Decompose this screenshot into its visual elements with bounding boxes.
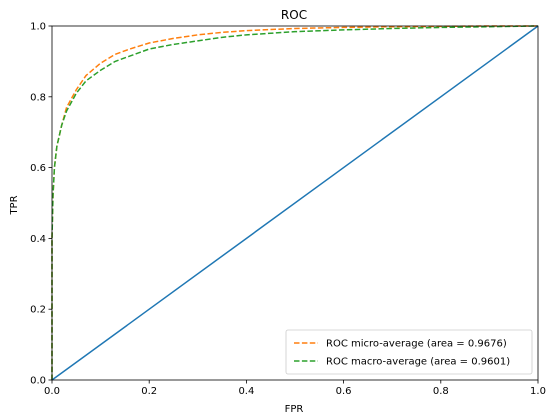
x-tick-label: 1.0 xyxy=(530,386,546,397)
y-tick-label: 0.0 xyxy=(30,376,46,387)
chart-title: ROC xyxy=(281,8,307,22)
plot-area: 0.0 0.2 0.4 0.6 0.8 1.0 0.0 0.2 0.4 0.6 0.8 1.0 ROC … xyxy=(30,22,546,398)
x-axis-label: FPR xyxy=(285,404,304,415)
x-tick-label: 0.8 xyxy=(433,386,449,397)
legend-label: ROC micro-average (area = 0.9676) xyxy=(326,339,507,350)
series-line-0 xyxy=(51,25,538,380)
series-line-2 xyxy=(51,25,539,381)
legend: ROC micro-average (area = 0.9676) ROC mac… xyxy=(285,329,533,375)
y-tick-label: 1.0 xyxy=(30,22,46,33)
series-line-1 xyxy=(51,25,539,380)
y-tick-label: 0.2 xyxy=(30,305,46,316)
legend-box xyxy=(285,329,533,375)
y-axis-label: TPR xyxy=(9,195,20,215)
x-tick-label: 0.6 xyxy=(336,386,352,397)
y-tick-label: 0.6 xyxy=(30,163,46,174)
x-tick-label: 0.0 xyxy=(44,386,60,397)
axes-frame xyxy=(51,25,539,381)
legend-label: ROC macro-average (area = 0.9601) xyxy=(326,357,510,368)
x-tick-label: 0.4 xyxy=(238,386,254,397)
x-tick-label: 0.2 xyxy=(141,386,157,397)
y-tick-label: 0.4 xyxy=(30,234,46,245)
y-tick-label: 0.8 xyxy=(30,92,46,103)
